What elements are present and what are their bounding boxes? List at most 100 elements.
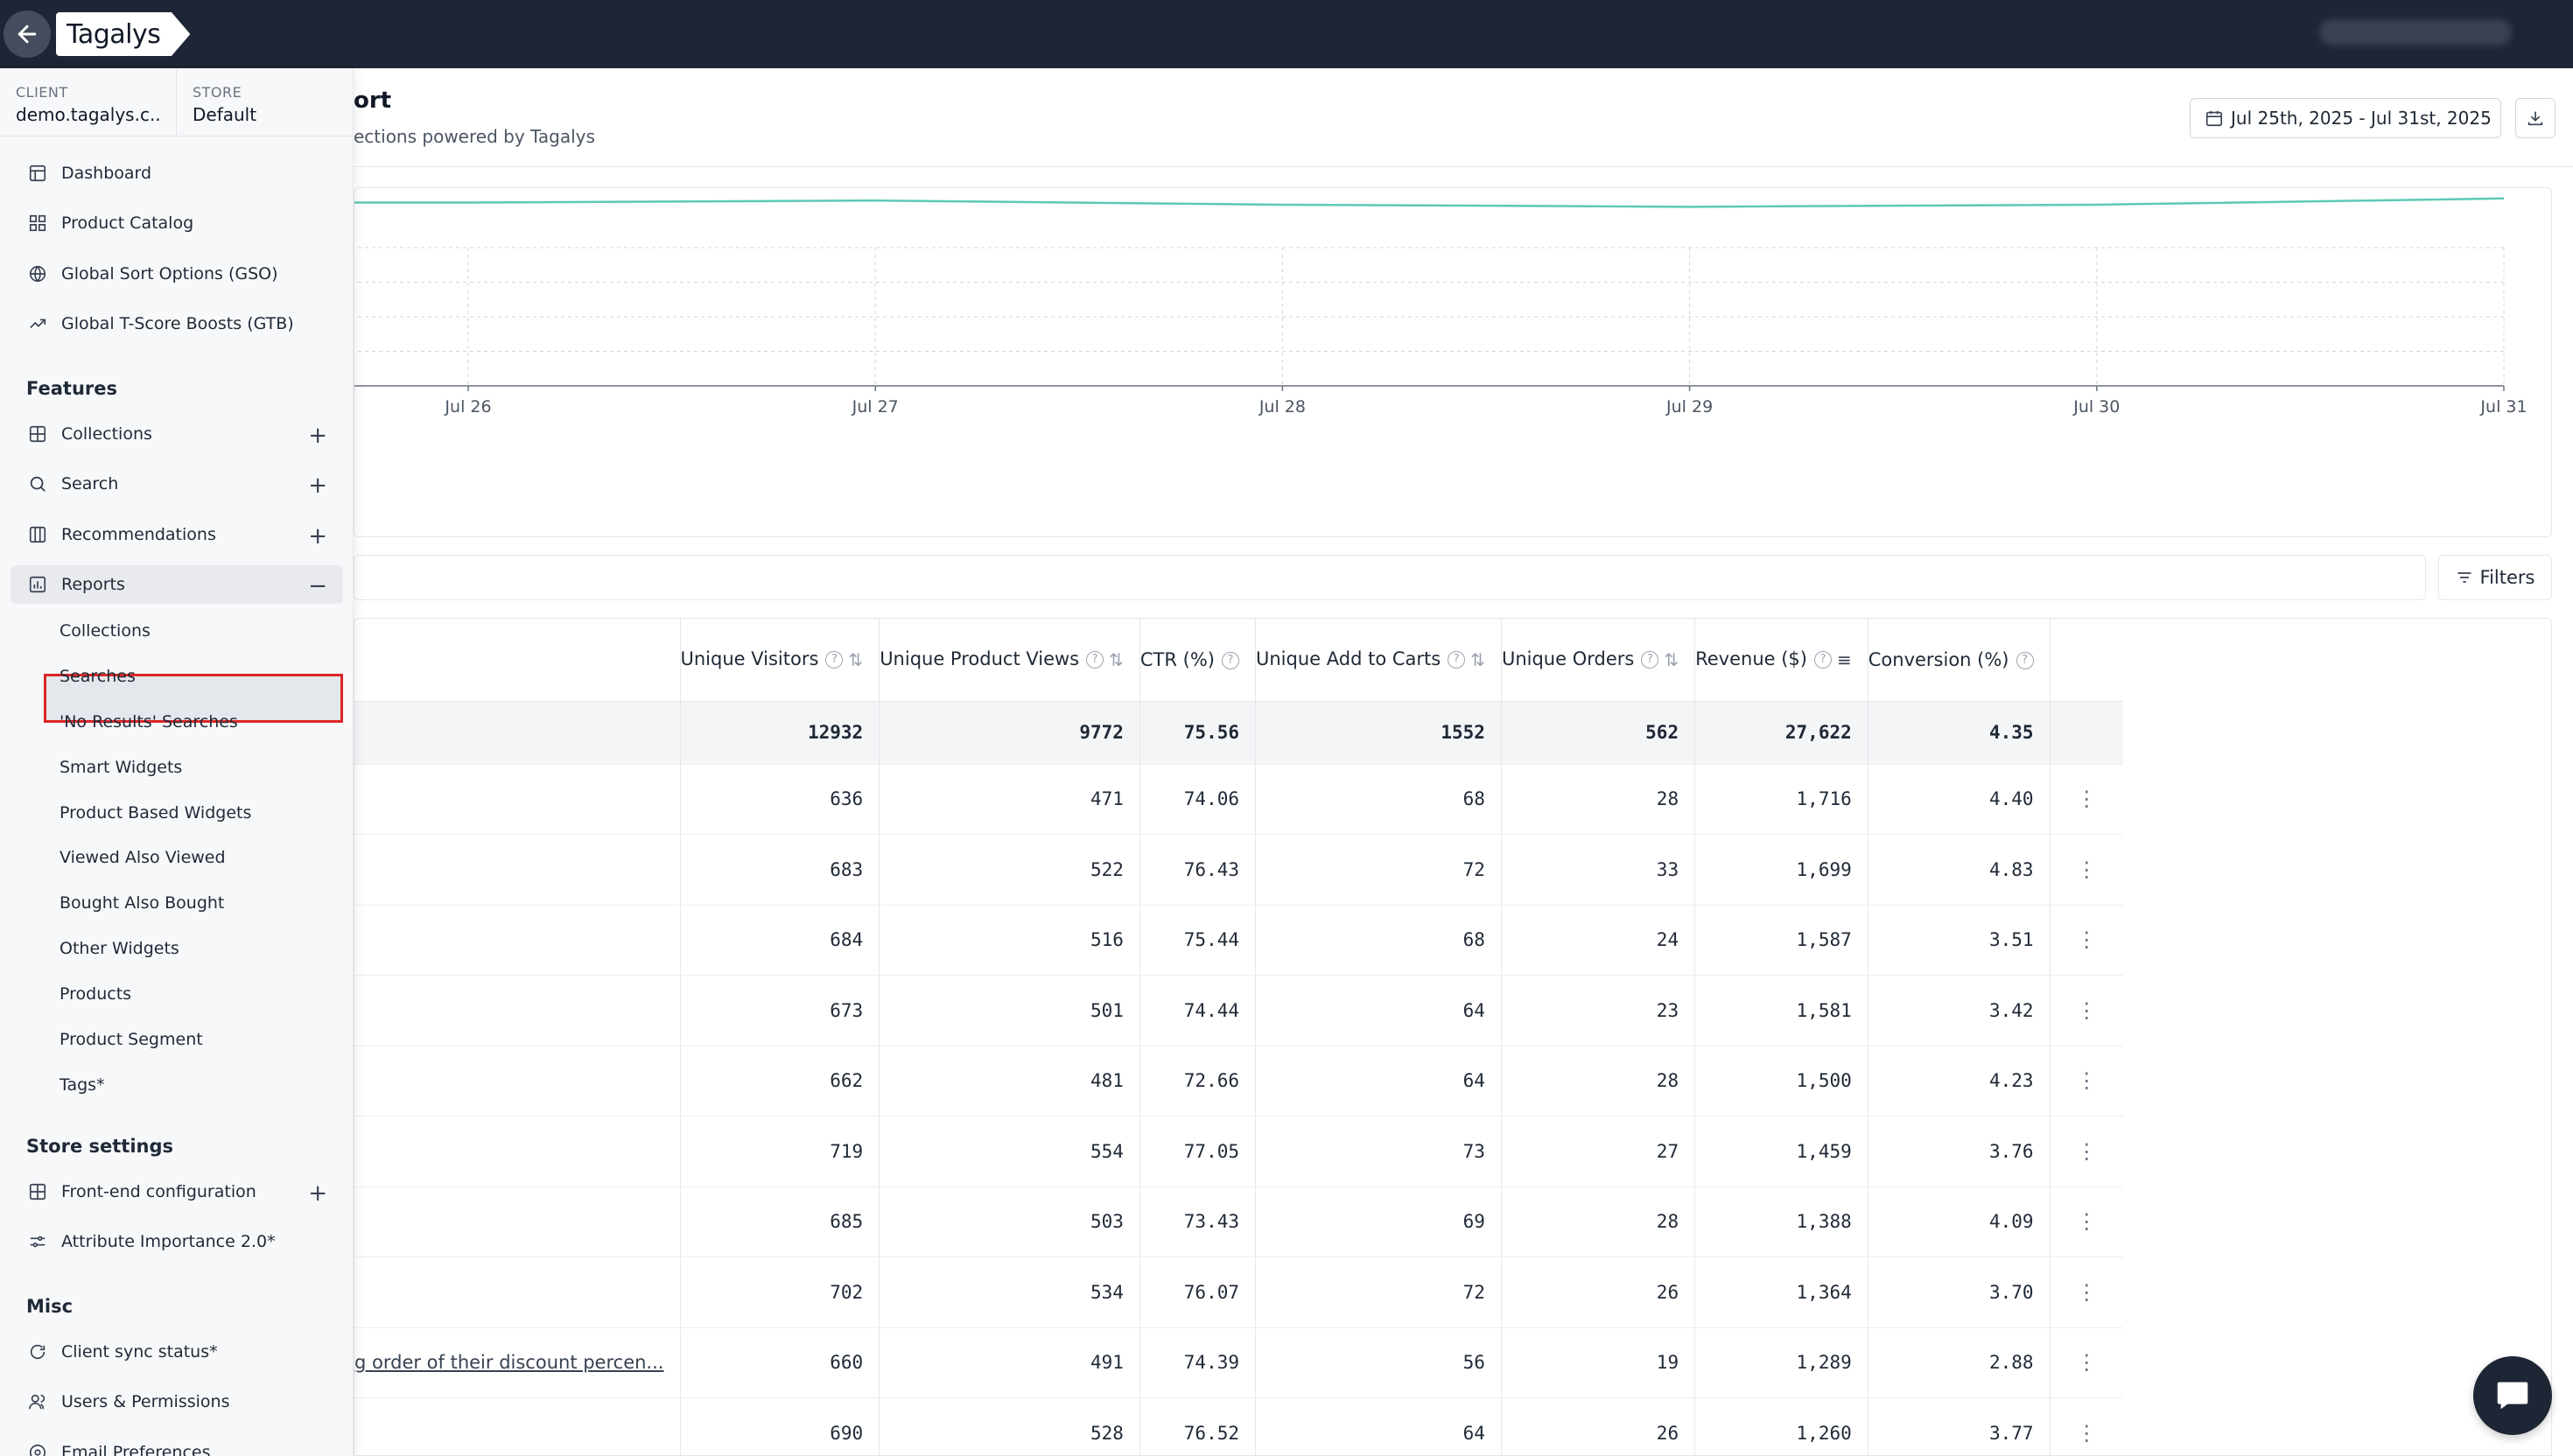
expand-plus-icon[interactable]: + <box>308 472 327 499</box>
sidebar-item-gso[interactable]: Global Sort Options (GSO) <box>0 255 353 293</box>
more-vertical-icon[interactable]: ⋮ <box>2076 1350 2098 1376</box>
sort-icon[interactable]: ⇅ <box>1664 649 1679 671</box>
table-row[interactable]: 683 522 76.43 72 33 1,699 4.83 ⋮ <box>354 834 2124 906</box>
sort-icon[interactable]: ⇅ <box>848 649 864 671</box>
column-header-ctr[interactable]: CTR (%)? <box>1139 619 1257 702</box>
report-item-bought-also-bought[interactable]: Bought Also Bought <box>60 893 225 913</box>
sort-icon[interactable]: ⇅ <box>1470 649 1485 671</box>
collection-name-link[interactable] <box>354 905 681 976</box>
collection-name-link[interactable] <box>354 1046 681 1116</box>
download-button[interactable] <box>2515 98 2555 138</box>
more-vertical-icon[interactable]: ⋮ <box>2076 1138 2098 1164</box>
more-vertical-icon[interactable]: ⋮ <box>2076 1068 2098 1094</box>
x-axis-tick-label: Jul 27 <box>852 397 899 416</box>
table-row[interactable]: 636 471 74.06 68 28 1,716 4.40 ⋮ <box>354 764 2124 835</box>
column-header-unique-product-views[interactable]: Unique Product Views? ⇅ <box>879 619 1140 702</box>
report-item-smart-widgets[interactable]: Smart Widgets <box>60 758 183 777</box>
report-item-searches[interactable]: Searches <box>60 667 136 686</box>
more-vertical-icon[interactable]: ⋮ <box>2076 1209 2098 1235</box>
client-selector[interactable]: CLIENT demo.tagalys.c... <box>0 68 177 136</box>
sidebar-item-recommendations[interactable]: Recommendations + <box>0 515 353 554</box>
sidebar-item-users-permissions[interactable]: Users & Permissions <box>0 1382 353 1421</box>
table-search-input[interactable] <box>354 555 2426 600</box>
more-vertical-icon[interactable]: ⋮ <box>2076 1279 2098 1305</box>
table-row[interactable]: 719 554 77.05 73 27 1,459 3.76 ⋮ <box>354 1116 2124 1187</box>
sidebar-item-client-sync[interactable]: Client sync status* <box>0 1333 353 1371</box>
report-item-no-results-searches[interactable]: 'No Results' Searches <box>60 712 238 732</box>
collection-name-link[interactable] <box>354 834 681 906</box>
expand-plus-icon[interactable]: + <box>308 523 327 550</box>
collections-report-table: Unique Visitors? ⇅ Unique Product Views? ⇅… <box>354 618 2552 1456</box>
report-item-product-segment[interactable]: Product Segment <box>60 1030 203 1049</box>
table-row[interactable]: 690 528 76.52 64 26 1,260 3.77 ⋮ <box>354 1397 2124 1455</box>
column-header-unique-visitors[interactable]: Unique Visitors? ⇅ <box>680 619 880 702</box>
tagalys-logo[interactable]: Tagalys <box>56 12 191 56</box>
table-row[interactable]: 684 516 75.44 68 24 1,587 3.51 ⋮ <box>354 905 2124 976</box>
more-vertical-icon[interactable]: ⋮ <box>2076 928 2098 953</box>
more-vertical-icon[interactable]: ⋮ <box>2076 998 2098 1023</box>
column-header-revenue[interactable]: Revenue ($)? ≡ <box>1694 619 1868 702</box>
table-row[interactable]: 685 503 73.43 69 28 1,388 4.09 ⋮ <box>354 1186 2124 1257</box>
collection-name-link[interactable] <box>354 764 681 835</box>
sidebar-item-frontend-config[interactable]: Front-end configuration + <box>0 1172 353 1211</box>
sidebar-item-product-catalog[interactable]: Product Catalog <box>0 204 353 242</box>
sidebar-item-collections[interactable]: Collections + <box>0 415 353 453</box>
column-header-conversion[interactable]: Conversion (%)? <box>1868 619 2051 702</box>
more-vertical-icon[interactable]: ⋮ <box>2076 787 2098 812</box>
date-range-picker[interactable]: Jul 25th, 2025 - Jul 31st, 2025 <box>2190 98 2501 138</box>
client-store-selector[interactable]: CLIENT demo.tagalys.c... STORE Default <box>0 68 353 136</box>
expand-plus-icon[interactable]: + <box>308 1180 327 1207</box>
sidebar-item-dashboard[interactable]: Dashboard <box>0 154 353 192</box>
sort-desc-icon[interactable]: ≡ <box>1836 649 1852 671</box>
store-selector[interactable]: STORE Default <box>177 68 272 136</box>
report-item-other-widgets[interactable]: Other Widgets <box>60 939 179 958</box>
report-item-tags[interactable]: Tags* <box>60 1075 105 1095</box>
sidebar-item-attribute-importance[interactable]: Attribute Importance 2.0* <box>0 1222 353 1261</box>
help-icon[interactable]: ? <box>1641 651 1659 669</box>
collection-name-link[interactable] <box>354 1116 681 1187</box>
table-cell: 64 <box>1255 1397 1502 1455</box>
expand-plus-icon[interactable]: + <box>308 423 327 449</box>
help-icon[interactable]: ? <box>1813 651 1832 669</box>
collection-name-link[interactable] <box>354 1256 681 1328</box>
report-item-viewed-also-viewed[interactable]: Viewed Also Viewed <box>60 848 226 867</box>
table-cell: 73.43 <box>1139 1186 1257 1257</box>
user-menu[interactable] <box>2319 19 2512 46</box>
calendar-icon <box>2205 110 2223 127</box>
table-row[interactable]: 662 481 72.66 64 28 1,500 4.23 ⋮ <box>354 1046 2124 1116</box>
column-header-unique-add-to-carts[interactable]: Unique Add to Carts? ⇅ <box>1255 619 1502 702</box>
table-cell: 1,260 <box>1694 1397 1868 1455</box>
table-cell: 75.44 <box>1139 905 1257 976</box>
collapse-minus-icon[interactable]: − <box>308 573 327 599</box>
help-icon[interactable]: ? <box>2016 651 2034 669</box>
help-icon[interactable]: ? <box>1222 651 1239 669</box>
sidebar-item-gtb[interactable]: Global T-Score Boosts (GTB) <box>0 304 353 343</box>
sidebar-item-search[interactable]: Search + <box>0 465 353 503</box>
sidebar-item-label: Users & Permissions <box>61 1392 230 1411</box>
table-cell: 76.43 <box>1139 834 1257 906</box>
back-button[interactable] <box>4 10 51 58</box>
table-cell: 501 <box>879 975 1140 1046</box>
report-item-products[interactable]: Products <box>60 984 132 1004</box>
more-vertical-icon[interactable]: ⋮ <box>2076 857 2098 882</box>
collection-name-link[interactable] <box>354 975 681 1046</box>
help-icon[interactable]: ? <box>825 651 844 669</box>
chat-support-button[interactable] <box>2473 1356 2552 1435</box>
report-item-collections[interactable]: Collections <box>60 621 151 640</box>
help-icon[interactable]: ? <box>1448 651 1466 669</box>
sort-icon[interactable]: ⇅ <box>1109 649 1124 671</box>
more-vertical-icon[interactable]: ⋮ <box>2076 1420 2098 1446</box>
table-row[interactable]: 673 501 74.44 64 23 1,581 3.42 ⋮ <box>354 975 2124 1046</box>
collection-name-link[interactable] <box>354 1186 681 1257</box>
report-item-product-based-widgets[interactable]: Product Based Widgets <box>60 803 252 822</box>
help-icon[interactable]: ? <box>1086 651 1104 669</box>
collection-name-link[interactable] <box>354 1397 681 1455</box>
sidebar-item-reports[interactable]: Reports − <box>11 565 343 604</box>
sidebar-item-email-preferences[interactable]: Email Preferences <box>0 1433 353 1456</box>
collection-name-link[interactable]: g order of their discount percen... <box>354 1327 681 1398</box>
table-row[interactable]: 702 534 76.07 72 26 1,364 3.70 ⋮ <box>354 1256 2124 1328</box>
column-header-unique-orders[interactable]: Unique Orders? ⇅ <box>1501 619 1696 702</box>
table-cell: 23 <box>1501 975 1696 1046</box>
filters-button[interactable]: Filters <box>2438 555 2552 600</box>
table-row[interactable]: g order of their discount percen... 660 49… <box>354 1327 2124 1398</box>
